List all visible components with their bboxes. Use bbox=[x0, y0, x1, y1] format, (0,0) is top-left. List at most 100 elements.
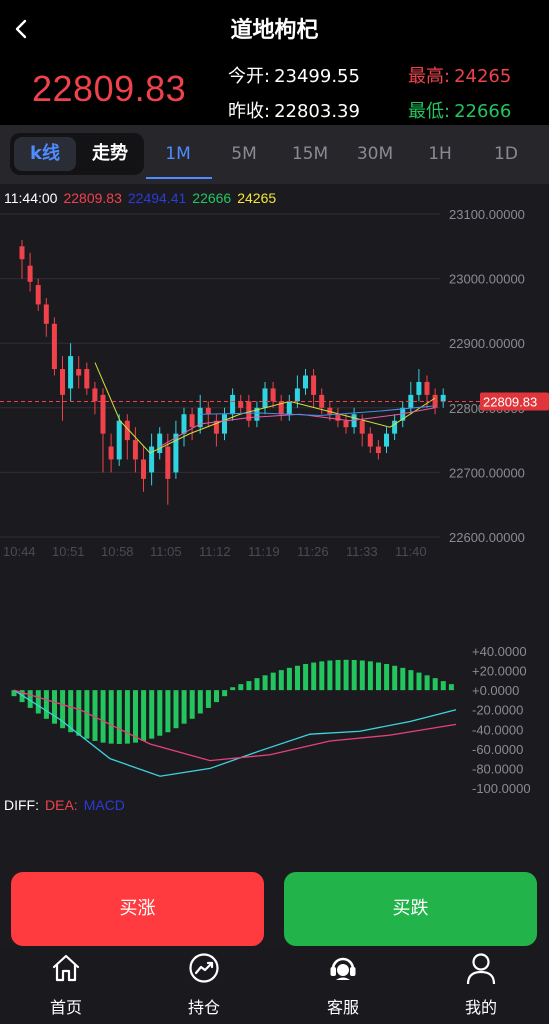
macd-bar bbox=[189, 690, 195, 719]
nav-service[interactable]: 客服 bbox=[303, 946, 383, 1024]
macd-bar bbox=[230, 687, 236, 691]
macd-bar bbox=[108, 690, 114, 744]
candle-body bbox=[262, 388, 268, 408]
y-tick-label: 22900.00000 bbox=[449, 336, 525, 351]
macd-bar bbox=[35, 690, 41, 714]
macd-bar bbox=[165, 690, 171, 733]
macd-bar bbox=[92, 690, 98, 741]
macd-diff-line bbox=[13, 689, 457, 777]
macd-bar bbox=[157, 690, 163, 736]
candle-body bbox=[132, 440, 138, 460]
ma-line-long bbox=[199, 405, 436, 417]
high-stat: 最高: 24265 bbox=[408, 62, 511, 88]
macd-bar bbox=[52, 690, 57, 724]
tab-trend[interactable]: 走势 bbox=[92, 143, 128, 164]
y-tick-label: 22700.00000 bbox=[449, 465, 525, 480]
macd-bar bbox=[238, 684, 244, 691]
macd-bar bbox=[222, 690, 228, 697]
current-price-label: 22809.83 bbox=[483, 394, 537, 409]
nav-position-label: 持仓 bbox=[187, 998, 220, 1017]
candle-body bbox=[335, 414, 341, 421]
back-arrow-icon[interactable] bbox=[8, 14, 36, 44]
macd-bar bbox=[60, 690, 66, 729]
x-tick-label: 11:19 bbox=[248, 544, 280, 559]
candle-body bbox=[440, 394, 446, 402]
macd-bar bbox=[311, 662, 317, 691]
period-30m[interactable]: 30M bbox=[356, 144, 394, 164]
candle-body bbox=[343, 420, 349, 428]
period-15m[interactable]: 15M bbox=[291, 144, 329, 164]
macd-bar bbox=[335, 659, 341, 691]
macd-legend-diff: DIFF: bbox=[4, 797, 39, 813]
kline-chart[interactable]: 23100.0000023000.0000022900.0000022800.0… bbox=[0, 184, 549, 820]
macd-bar bbox=[367, 661, 373, 691]
candle-body bbox=[100, 394, 106, 434]
period-1m[interactable]: 1M bbox=[165, 144, 191, 164]
candle-body bbox=[157, 433, 163, 454]
macd-tick-label: +0.0000 bbox=[472, 683, 519, 698]
active-period-underline bbox=[146, 177, 212, 179]
candle-body bbox=[278, 401, 284, 415]
macd-bar bbox=[432, 678, 438, 691]
candle-body bbox=[84, 369, 90, 389]
macd-bar bbox=[68, 690, 74, 733]
macd-bar bbox=[278, 670, 284, 691]
x-tick-label: 11:05 bbox=[150, 544, 182, 559]
nav-mine-label: 我的 bbox=[464, 998, 497, 1017]
candle-body bbox=[205, 407, 211, 415]
candle-body bbox=[246, 401, 252, 421]
candle-body bbox=[384, 433, 389, 447]
current-price-tag bbox=[480, 392, 549, 411]
macd-bar bbox=[351, 659, 357, 691]
macd-bar bbox=[295, 665, 300, 691]
buy-up-button[interactable]: 买涨 bbox=[11, 872, 264, 946]
tab-kline[interactable]: k线 bbox=[14, 137, 76, 171]
nav-home[interactable]: 首页 bbox=[26, 946, 106, 1024]
candle-body bbox=[189, 414, 195, 428]
candle-body bbox=[213, 420, 219, 434]
macd-bar bbox=[76, 690, 82, 736]
candle-body bbox=[424, 381, 430, 395]
macd-bar bbox=[19, 690, 25, 703]
candle-body bbox=[60, 369, 65, 395]
macd-legend-macd: MACD bbox=[83, 797, 125, 813]
candle-body bbox=[181, 414, 187, 434]
macd-tick-label: +20.0000 bbox=[472, 664, 527, 679]
open-value: 23499.55 bbox=[274, 66, 360, 87]
macd-tick-label: +40.0000 bbox=[472, 644, 527, 659]
macd-bar bbox=[214, 690, 219, 703]
open-label: 今开: bbox=[228, 66, 271, 87]
nav-position[interactable]: 持仓 bbox=[164, 946, 244, 1024]
buy-down-button[interactable]: 买跌 bbox=[284, 872, 537, 946]
macd-bar bbox=[286, 667, 292, 691]
macd-bar bbox=[424, 675, 430, 691]
macd-bar bbox=[141, 690, 147, 741]
period-1d[interactable]: 1D bbox=[494, 144, 518, 164]
candle-body bbox=[149, 446, 155, 473]
macd-bar bbox=[327, 660, 333, 691]
x-tick-label: 11:12 bbox=[199, 544, 231, 559]
customer-service-icon bbox=[330, 957, 356, 980]
nav-mine[interactable]: 我的 bbox=[441, 946, 521, 1024]
candle-body bbox=[238, 401, 244, 408]
period-5m[interactable]: 5M bbox=[231, 144, 257, 164]
home-icon bbox=[52, 954, 80, 982]
macd-bar bbox=[181, 690, 187, 724]
macd-legend-dea: DEA: bbox=[45, 797, 78, 813]
candle-body bbox=[416, 381, 422, 395]
macd-bar bbox=[384, 664, 390, 691]
macd-bar bbox=[254, 678, 260, 691]
macd-bar bbox=[124, 690, 130, 744]
chart-tabs: k线 走势 1M 5M 15M 30M 1H 1D bbox=[0, 125, 549, 184]
macd-bar bbox=[376, 662, 381, 691]
macd-tick-label: -20.0000 bbox=[472, 703, 523, 718]
candle-body bbox=[286, 401, 292, 415]
candle-body bbox=[367, 433, 373, 447]
macd-bar bbox=[359, 660, 365, 691]
candle-body bbox=[165, 446, 171, 479]
prev-close-label: 昨收: bbox=[228, 101, 271, 122]
x-tick-label: 11:26 bbox=[297, 544, 329, 559]
low-label: 最低: bbox=[408, 101, 451, 122]
period-1h[interactable]: 1H bbox=[428, 144, 452, 164]
candle-body bbox=[254, 407, 260, 421]
